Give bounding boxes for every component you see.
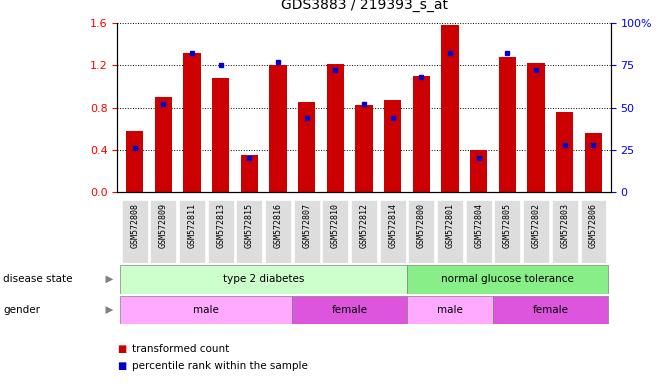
Text: GDS3883 / 219393_s_at: GDS3883 / 219393_s_at: [280, 0, 448, 12]
Text: GSM572800: GSM572800: [417, 203, 426, 248]
FancyBboxPatch shape: [493, 296, 608, 324]
FancyBboxPatch shape: [380, 200, 405, 263]
Text: disease state: disease state: [3, 274, 73, 285]
FancyBboxPatch shape: [466, 200, 492, 263]
FancyBboxPatch shape: [552, 200, 578, 263]
Text: GSM572806: GSM572806: [589, 203, 598, 248]
Text: GSM572804: GSM572804: [474, 203, 483, 248]
Text: GSM572814: GSM572814: [389, 203, 397, 248]
Text: GSM572816: GSM572816: [274, 203, 282, 248]
Bar: [269, 65, 287, 192]
Text: GSM572808: GSM572808: [130, 203, 139, 248]
FancyBboxPatch shape: [580, 200, 607, 263]
Text: GSM572813: GSM572813: [216, 203, 225, 248]
Text: GSM572801: GSM572801: [446, 203, 454, 248]
Text: normal glucose tolerance: normal glucose tolerance: [441, 274, 574, 285]
FancyBboxPatch shape: [236, 200, 262, 263]
FancyBboxPatch shape: [407, 296, 493, 324]
Bar: [384, 100, 401, 192]
Text: female: female: [532, 305, 568, 315]
Text: GSM572809: GSM572809: [159, 203, 168, 248]
Text: type 2 diabetes: type 2 diabetes: [223, 274, 305, 285]
Text: female: female: [331, 305, 368, 315]
Text: male: male: [437, 305, 463, 315]
Text: GSM572803: GSM572803: [560, 203, 569, 248]
Bar: [356, 106, 372, 192]
Bar: [499, 57, 516, 192]
Text: ■: ■: [117, 361, 127, 371]
Bar: [212, 78, 229, 192]
Bar: [183, 53, 201, 192]
FancyBboxPatch shape: [294, 200, 319, 263]
FancyBboxPatch shape: [179, 200, 205, 263]
FancyBboxPatch shape: [437, 200, 463, 263]
FancyBboxPatch shape: [120, 265, 407, 294]
FancyBboxPatch shape: [121, 200, 148, 263]
FancyBboxPatch shape: [495, 200, 520, 263]
Text: GSM572802: GSM572802: [531, 203, 541, 248]
Bar: [298, 102, 315, 192]
Bar: [241, 155, 258, 192]
Bar: [126, 131, 143, 192]
Bar: [413, 76, 430, 192]
Text: GSM572807: GSM572807: [302, 203, 311, 248]
FancyBboxPatch shape: [323, 200, 348, 263]
FancyBboxPatch shape: [265, 200, 291, 263]
FancyBboxPatch shape: [409, 200, 434, 263]
FancyBboxPatch shape: [208, 200, 234, 263]
Text: gender: gender: [3, 305, 40, 315]
Bar: [556, 112, 573, 192]
Bar: [470, 150, 487, 192]
Text: male: male: [193, 305, 219, 315]
Text: GSM572811: GSM572811: [187, 203, 197, 248]
FancyBboxPatch shape: [120, 296, 293, 324]
Text: GSM572812: GSM572812: [360, 203, 368, 248]
Bar: [327, 64, 344, 192]
Bar: [442, 25, 459, 192]
FancyBboxPatch shape: [407, 265, 608, 294]
Text: ■: ■: [117, 344, 127, 354]
Text: transformed count: transformed count: [132, 344, 229, 354]
Text: GSM572810: GSM572810: [331, 203, 340, 248]
FancyBboxPatch shape: [351, 200, 377, 263]
Bar: [155, 97, 172, 192]
Bar: [527, 63, 545, 192]
Bar: [585, 133, 602, 192]
Text: GSM572815: GSM572815: [245, 203, 254, 248]
FancyBboxPatch shape: [523, 200, 549, 263]
Text: percentile rank within the sample: percentile rank within the sample: [132, 361, 308, 371]
FancyBboxPatch shape: [150, 200, 176, 263]
Text: GSM572805: GSM572805: [503, 203, 512, 248]
FancyBboxPatch shape: [293, 296, 407, 324]
